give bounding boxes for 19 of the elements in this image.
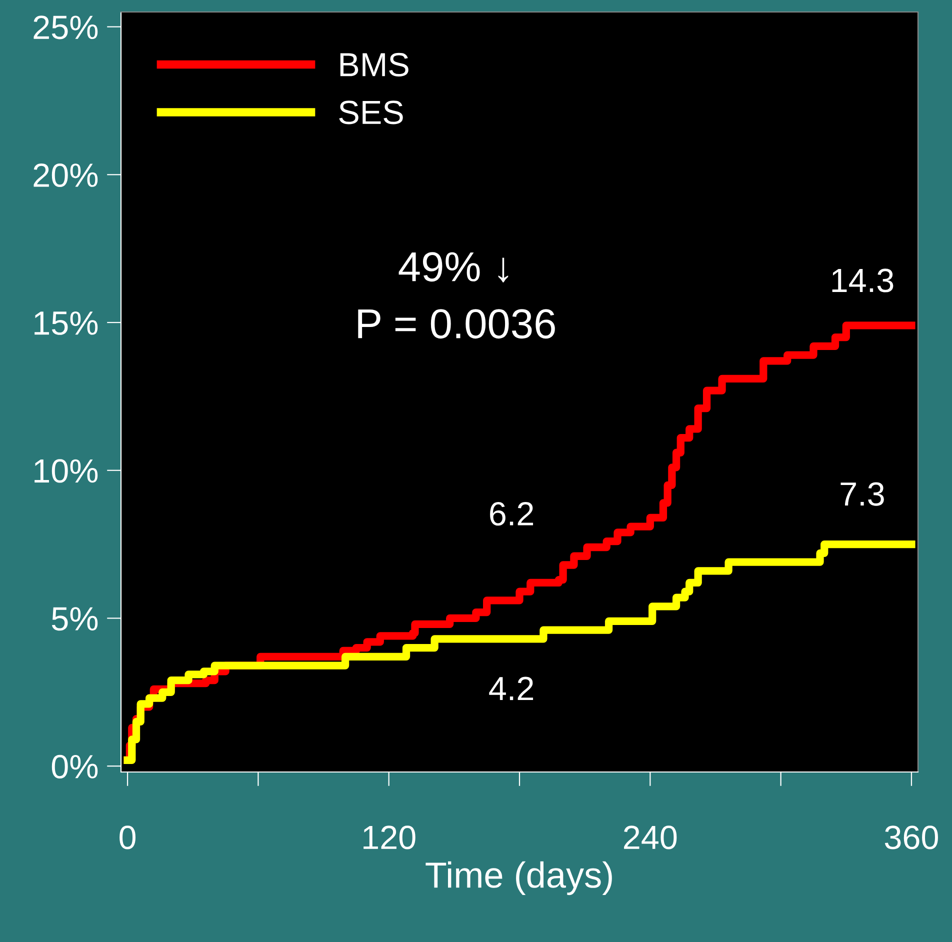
x-tick-label: 240 <box>624 826 677 850</box>
y-tick-label: 15% <box>34 311 98 335</box>
legend-label: SES <box>339 100 403 124</box>
y-tick-label: 25% <box>34 16 98 40</box>
legend-label: BMS <box>340 52 408 76</box>
y-tick-label: 5% <box>52 607 98 631</box>
annotation: 49% ↓ <box>398 252 508 282</box>
annotation: P = 0.0036 <box>358 309 555 339</box>
x-axis-title: Time (days) <box>426 861 612 896</box>
annotation: 14.3 <box>832 268 894 292</box>
annotation: 4.2 <box>489 676 534 700</box>
annotation: 6.2 <box>490 502 534 526</box>
x-tick-label: 0 <box>120 826 136 850</box>
x-tick-label: 120 <box>364 826 416 850</box>
y-tick-label: 0% <box>52 754 98 778</box>
y-tick-label: 10% <box>34 459 98 483</box>
x-tick-label: 360 <box>884 826 938 850</box>
y-tick-label: 20% <box>34 163 98 188</box>
annotation: 7.3 <box>840 482 884 506</box>
